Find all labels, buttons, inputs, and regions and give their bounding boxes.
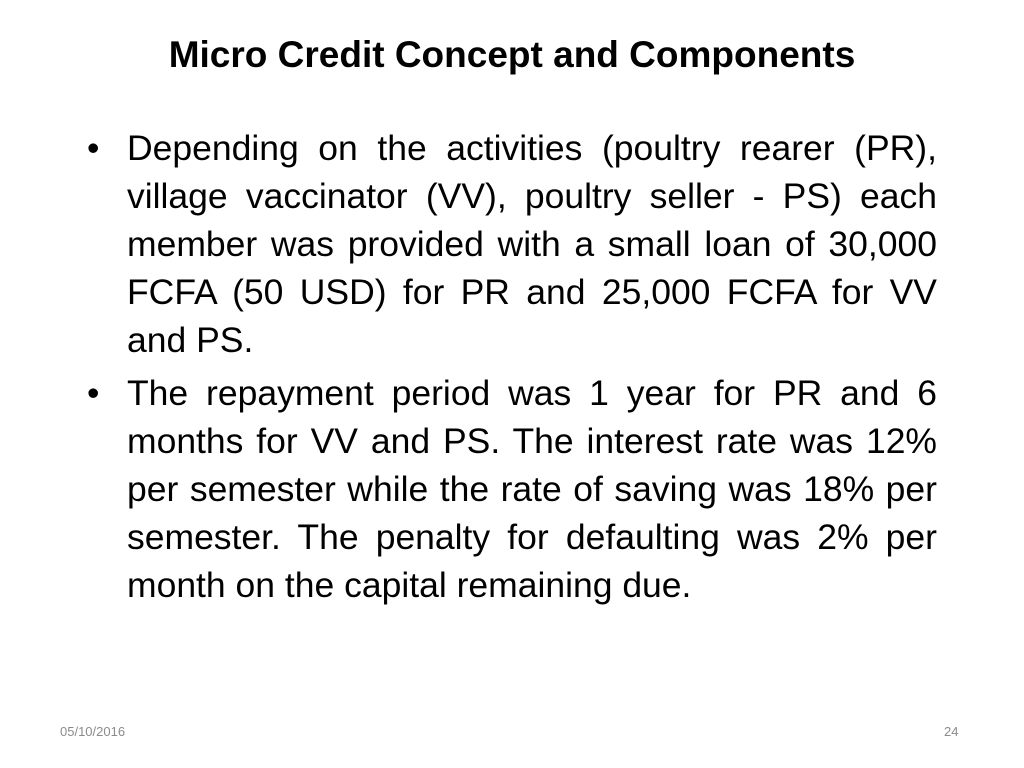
- bullet-text: Depending on the activities (poultry rea…: [127, 128, 937, 360]
- bullet-item: • Depending on the activities (poultry r…: [87, 124, 937, 364]
- bullet-list: • Depending on the activities (poultry r…: [87, 124, 937, 614]
- slide-number: 24: [944, 724, 959, 739]
- bullet-text: The repayment period was 1 year for PR a…: [127, 373, 937, 605]
- footer-date: 05/10/2016: [60, 724, 126, 739]
- bullet-dot-icon: •: [87, 128, 100, 168]
- slide-title: Micro Credit Concept and Components: [168, 34, 856, 75]
- bullet-dot-icon: •: [87, 373, 100, 413]
- bullet-item: • The repayment period was 1 year for PR…: [87, 369, 937, 609]
